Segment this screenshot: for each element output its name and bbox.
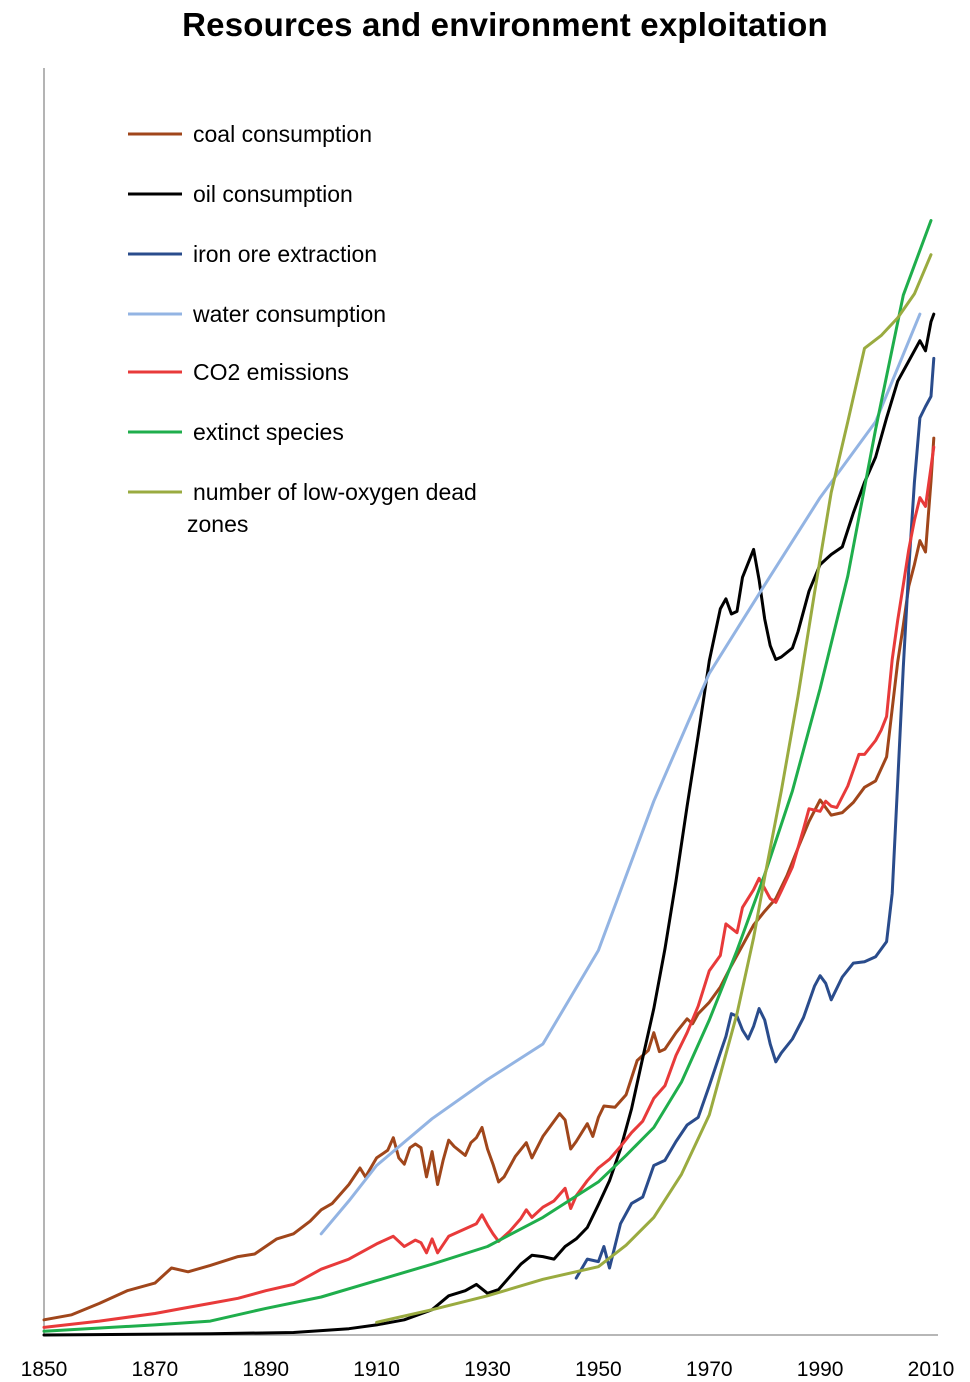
legend-label-4: CO2 emissions xyxy=(193,359,349,385)
legend-label-3: water consumption xyxy=(192,301,386,327)
legend: coal consumption oil consumption iron ore … xyxy=(128,121,477,537)
x-tick-label: 1990 xyxy=(797,1358,844,1381)
legend-label-1: oil consumption xyxy=(193,181,353,207)
series-line-4 xyxy=(42,445,936,1329)
axes xyxy=(43,68,938,1336)
chart-title: Resources and environment exploitation xyxy=(182,6,828,43)
x-tick-label: 2010 xyxy=(908,1358,955,1381)
legend-label-5: extinct species xyxy=(193,419,344,445)
x-tick-label: 1970 xyxy=(686,1358,733,1381)
legend-label-0: coal consumption xyxy=(193,121,372,147)
series-line-3 xyxy=(319,312,922,1236)
series-line-0 xyxy=(42,436,936,1322)
series-line-6 xyxy=(375,253,933,1324)
x-tick-label: 1890 xyxy=(242,1358,289,1381)
series-line-2 xyxy=(574,356,936,1280)
legend-label-6: number of low-oxygen dead xyxy=(193,479,477,505)
series-line-1 xyxy=(42,312,936,1337)
series-lines xyxy=(42,219,936,1337)
x-axis-ticks: 1850 1870 1890 1910 1930 1950 1970 1990 2010 xyxy=(21,1358,955,1381)
x-tick-label: 1910 xyxy=(353,1358,400,1381)
x-tick-label: 1930 xyxy=(464,1358,511,1381)
x-tick-label: 1850 xyxy=(21,1358,68,1381)
legend-label-2: iron ore extraction xyxy=(193,241,377,267)
x-tick-label: 1870 xyxy=(132,1358,179,1381)
x-tick-label: 1950 xyxy=(575,1358,622,1381)
series-line-5 xyxy=(42,219,933,1333)
legend-label-6-line2: zones xyxy=(187,511,248,537)
